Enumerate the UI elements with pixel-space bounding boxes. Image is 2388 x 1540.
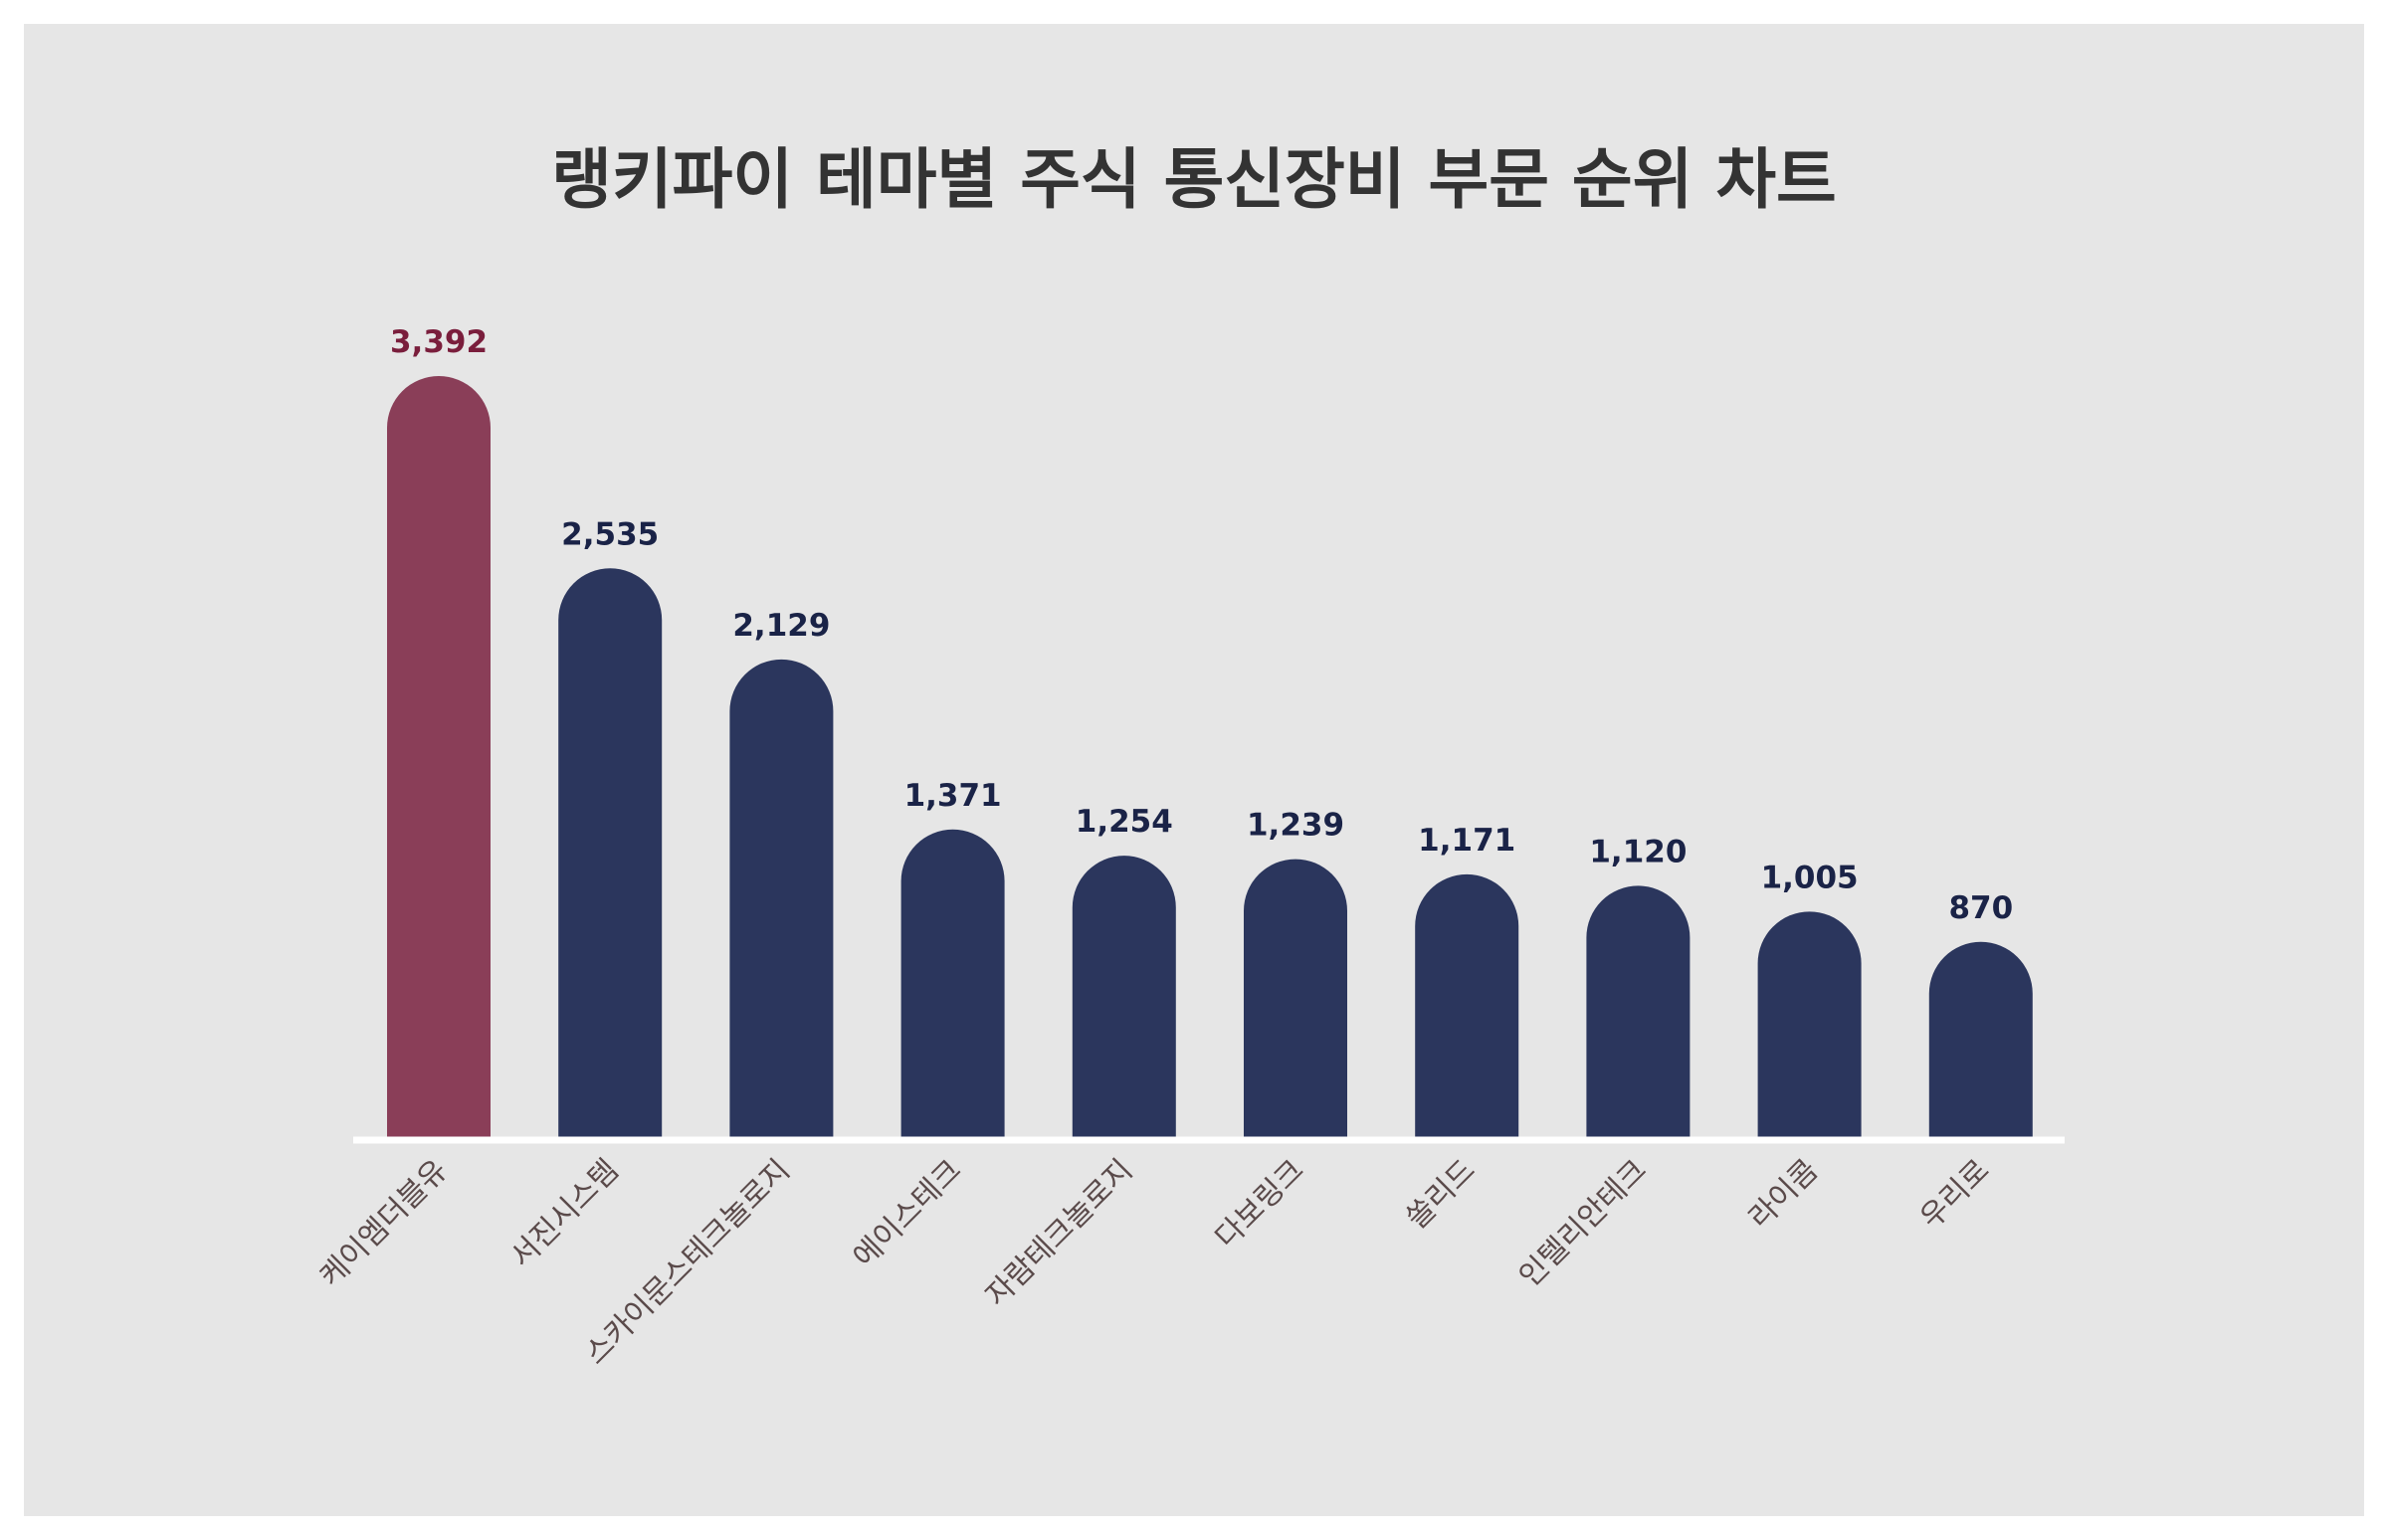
bar bbox=[729, 659, 834, 1137]
bars-group bbox=[387, 376, 2033, 1138]
value-label: 1,371 bbox=[904, 778, 1002, 814]
category-label: 인텔리안테크 bbox=[1512, 1153, 1654, 1294]
value-label: 1,005 bbox=[1761, 860, 1859, 895]
value-label: 1,171 bbox=[1418, 823, 1515, 859]
value-label: 3,392 bbox=[390, 324, 488, 360]
category-label: 다보링크 bbox=[1209, 1153, 1311, 1255]
bar bbox=[1244, 859, 1347, 1137]
category-label: 자람테크놀로지 bbox=[979, 1153, 1139, 1313]
value-labels-group: 3,392 2,535 2,129 1,371 1,254 1,239 1,171 1,120… bbox=[390, 324, 2013, 926]
category-label: 케이엠더블유 bbox=[313, 1153, 455, 1294]
category-label: 쏠리드 bbox=[1400, 1153, 1483, 1236]
category-label: 서진시스템 bbox=[504, 1153, 626, 1274]
category-label: 에이스테크 bbox=[847, 1153, 968, 1274]
value-label: 870 bbox=[1948, 890, 2013, 926]
chart-title: 랭키파이 테마별 주식 통신장비 부문 순위 차트 bbox=[551, 141, 1837, 218]
bar bbox=[387, 376, 491, 1138]
bar bbox=[900, 829, 1005, 1137]
value-label: 2,535 bbox=[561, 516, 659, 552]
category-label: 우리로 bbox=[1913, 1153, 1996, 1236]
bar bbox=[1757, 911, 1862, 1137]
value-label: 1,239 bbox=[1247, 808, 1344, 844]
bar bbox=[1586, 885, 1691, 1137]
bar bbox=[1928, 941, 2033, 1137]
value-label: 1,254 bbox=[1076, 804, 1173, 840]
category-label: 라이콤 bbox=[1742, 1153, 1825, 1236]
bar bbox=[1072, 856, 1176, 1137]
value-label: 1,120 bbox=[1589, 834, 1687, 869]
bar bbox=[558, 568, 663, 1137]
value-label: 2,129 bbox=[732, 608, 830, 644]
bar bbox=[1415, 873, 1519, 1137]
